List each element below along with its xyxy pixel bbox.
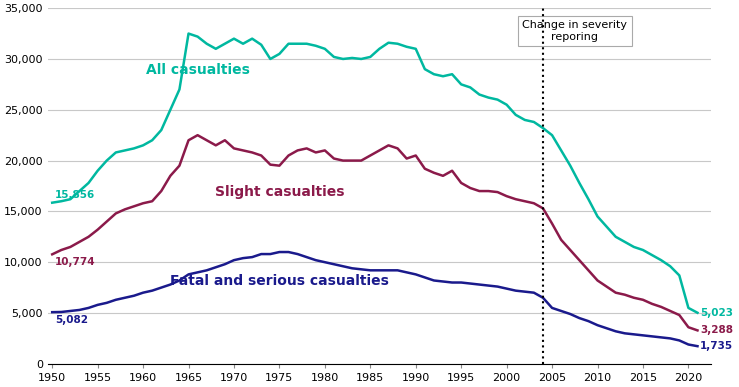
Text: 10,774: 10,774: [55, 257, 95, 267]
Text: 1,735: 1,735: [701, 341, 733, 351]
Text: 15,856: 15,856: [55, 190, 95, 200]
Text: 5,023: 5,023: [701, 308, 733, 318]
Text: Slight casualties: Slight casualties: [214, 185, 344, 199]
Text: Fatal and serious casualties: Fatal and serious casualties: [170, 274, 389, 288]
Text: Change in severity
reporing: Change in severity reporing: [522, 21, 627, 42]
Text: 5,082: 5,082: [55, 315, 88, 325]
Text: 3,288: 3,288: [701, 325, 733, 336]
Text: All casualties: All casualties: [146, 63, 250, 77]
